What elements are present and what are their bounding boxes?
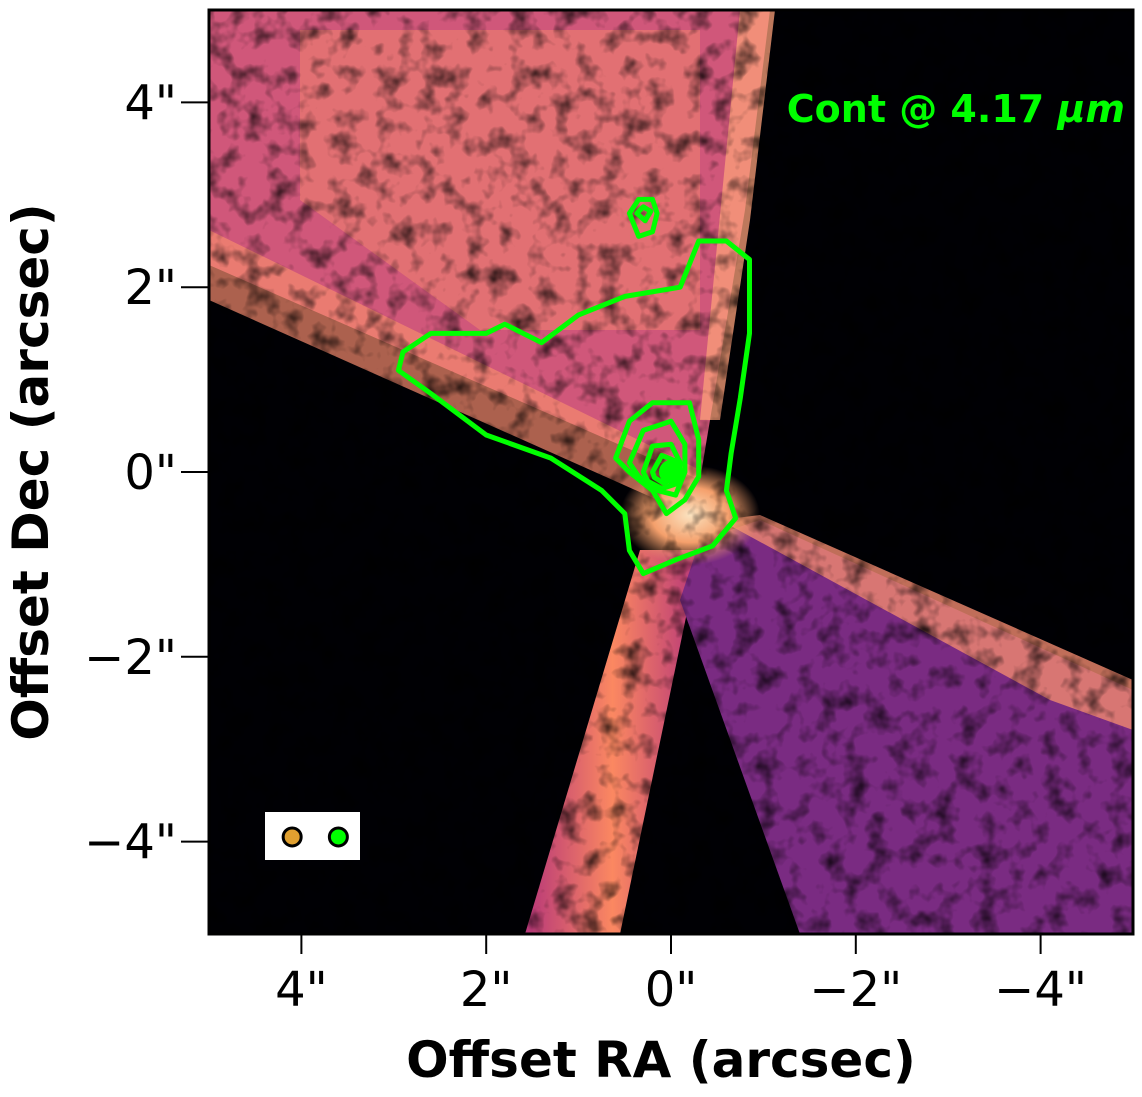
- contour-lines: [395, 196, 752, 577]
- beam-marker: [327, 826, 349, 848]
- y-tick-label: 0": [124, 445, 177, 501]
- beam-legend: [265, 812, 360, 860]
- x-tick-label: 4": [275, 962, 328, 1018]
- y-tick-label: 2": [124, 260, 177, 316]
- heatmap-image: [209, 10, 1133, 934]
- contour-knot-outer: [626, 196, 660, 239]
- y-tick-label: −4": [84, 815, 177, 871]
- annotation-prefix: Cont @ 4.17: [787, 87, 1058, 131]
- y-axis-title: Offset Dec (arcsec): [2, 203, 60, 741]
- contour-outer: [395, 238, 752, 577]
- y-tick-label: −2": [84, 630, 177, 686]
- annotation-unit: μm: [1055, 87, 1125, 131]
- contour-knot-inner: [634, 204, 654, 224]
- wavelength-annotation: Cont @ 4.17 μm: [787, 87, 1125, 131]
- x-tick-label: −4": [994, 962, 1087, 1018]
- y-tick-label: 4": [124, 75, 177, 131]
- contour-mid2: [626, 418, 688, 498]
- x-axis-ticks: 4" 2" 0" −2" −4": [275, 934, 1087, 1018]
- y-axis-ticks: 4" 2" 0" −2" −4": [84, 75, 209, 871]
- contour-peak: [659, 460, 683, 484]
- beam-marker: [281, 826, 303, 848]
- x-axis-title: Offset RA (arcsec): [406, 1031, 916, 1089]
- x-tick-label: −2": [809, 962, 902, 1018]
- x-tick-label: 2": [460, 962, 513, 1018]
- x-tick-label: 0": [645, 962, 698, 1018]
